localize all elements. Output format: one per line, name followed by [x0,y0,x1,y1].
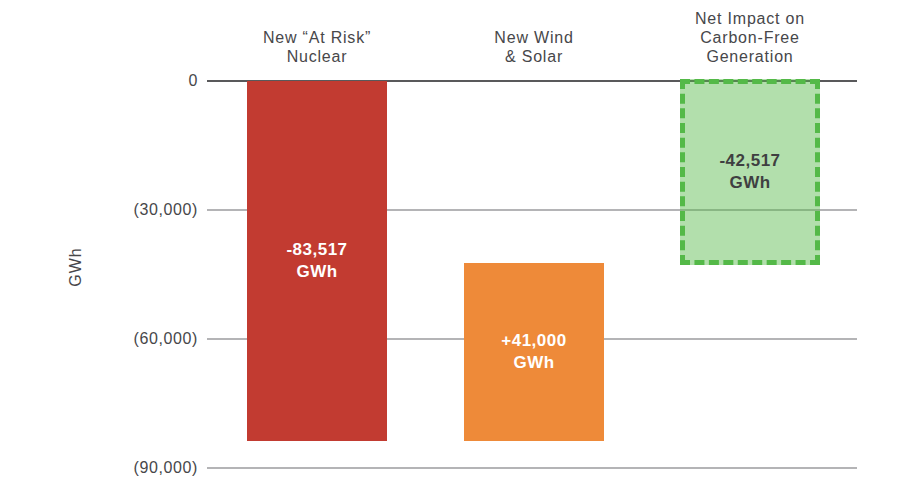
column-header-line: Carbon-Free [620,28,880,47]
bar-unit: GWh [501,352,566,374]
bar-new-wind-solar: +41,000 GWh [464,263,604,441]
y-tick-label-0: 0 [68,71,198,91]
carbon-free-generation-waterfall-chart: GWh 0 (30,000) (60,000) (90,000) New “At… [0,0,906,480]
bar-net-impact: -42,517 GWh [680,79,820,265]
y-axis-title: GWh [67,227,85,307]
bar-value-label: -42,517 GWh [719,150,780,194]
bar-value: -42,517 [719,150,780,172]
bar-value-label: -83,517 GWh [286,239,347,283]
bar-at-risk-nuclear: -83,517 GWh [247,81,387,441]
column-header-line: Net Impact on [620,9,880,28]
bar-unit: GWh [719,172,780,194]
bar-value-label: +41,000 GWh [501,330,566,374]
gridline-90000 [207,467,857,469]
bar-value: -83,517 [286,239,347,261]
bar-value: +41,000 [501,330,566,352]
bar-unit: GWh [286,261,347,283]
y-tick-label-60000: (60,000) [68,329,198,349]
column-header-line: Generation [620,47,880,66]
y-tick-label-30000: (30,000) [68,200,198,220]
column-header-net-impact: Net Impact on Carbon-Free Generation [620,0,880,66]
y-tick-label-90000: (90,000) [68,458,198,478]
